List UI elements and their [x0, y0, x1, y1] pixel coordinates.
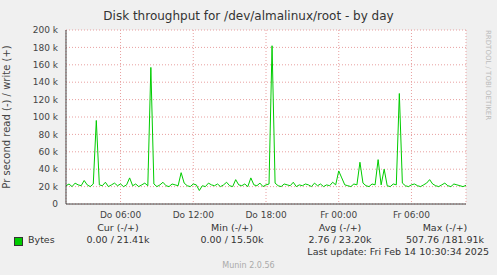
- svg-text:120 k: 120 k: [33, 95, 59, 105]
- svg-text:Fr 06:00: Fr 06:00: [393, 210, 430, 220]
- svg-text:Pr second read (-) / write (+): Pr second read (-) / write (+): [8, 45, 12, 188]
- html-text:Cur (-/+): Cur (-/+): [97, 222, 139, 233]
- svg-text:160 k: 160 k: [33, 60, 59, 70]
- html-text:Bytes: Bytes: [28, 234, 55, 245]
- svg-text:140 k: 140 k: [33, 77, 59, 87]
- svg-text:20 k: 20 k: [38, 182, 58, 192]
- svg-text:60 k: 60 k: [38, 147, 58, 157]
- svg-text:0: 0: [52, 199, 58, 209]
- svg-text:40 k: 40 k: [38, 164, 58, 174]
- html-text:Avg (-/+): Avg (-/+): [318, 222, 362, 233]
- svg-text:Do 12:00: Do 12:00: [173, 210, 215, 220]
- html-text:Munin 2.0.56: Munin 2.0.56: [222, 261, 275, 270]
- svg-text:80 k: 80 k: [38, 130, 58, 140]
- svg-text:200 k: 200 k: [33, 25, 59, 35]
- html-text:2.76 / 23.20k: 2.76 / 23.20k: [308, 234, 372, 245]
- html-text:507.76 /181.91k: 507.76 /181.91k: [405, 234, 485, 245]
- html-text:Max (-/+): Max (-/+): [422, 222, 468, 233]
- svg-text:100 k: 100 k: [33, 112, 59, 122]
- html-text:RRDTOOL / TOBI OETIKER: RRDTOOL / TOBI OETIKER: [484, 30, 492, 121]
- html-text:Last update: Fri Feb 14 10:30:: Last update: Fri Feb 14 10:30:34 2025: [307, 246, 489, 257]
- html-text:Min (-/+): Min (-/+): [211, 222, 253, 233]
- svg-text:Do 06:00: Do 06:00: [100, 210, 142, 220]
- html-text:0.00 / 15.50k: 0.00 / 15.50k: [200, 234, 264, 245]
- html-text:0.00 / 21.41k: 0.00 / 21.41k: [86, 234, 150, 245]
- svg-text:180 k: 180 k: [33, 43, 59, 53]
- svg-text:Fr 00:00: Fr 00:00: [320, 210, 357, 220]
- svg-text:Do 18:00: Do 18:00: [245, 210, 287, 220]
- html-text:Disk throughput for /dev/almal: Disk throughput for /dev/almalinux/root …: [103, 9, 394, 23]
